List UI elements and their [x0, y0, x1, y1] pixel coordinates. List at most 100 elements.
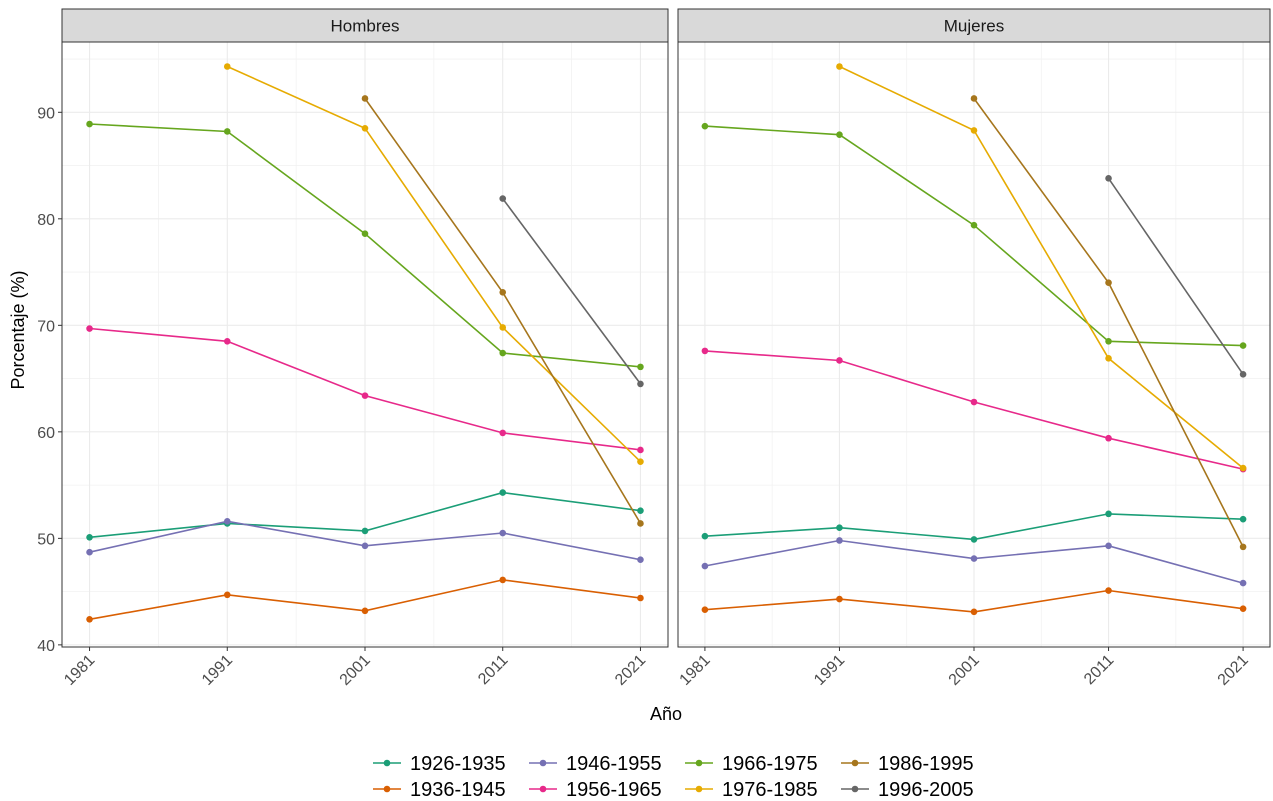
data-point [223, 63, 231, 70]
series-1926-1935 [701, 510, 1247, 543]
data-point [361, 95, 369, 102]
data-point [223, 518, 231, 525]
data-point [836, 524, 843, 532]
series-1986-1995 [970, 95, 1247, 551]
data-point [970, 608, 978, 616]
data-point [361, 392, 369, 399]
x-tick-label: 2001 [946, 652, 983, 689]
data-point [970, 221, 978, 229]
data-point [836, 63, 843, 70]
panel-mujeres: Mujeres 1981 1991 2001 2011 2021 [677, 8, 1271, 689]
data-point [970, 555, 978, 562]
data-point [970, 127, 978, 134]
series-1926-1935 [86, 489, 644, 541]
data-point [361, 124, 369, 132]
data-point [970, 536, 978, 543]
series-1946-1955 [701, 537, 1247, 587]
y-tick-label: 60 [37, 425, 55, 442]
legend-item-1926-1935: 1926-1935 [373, 753, 506, 775]
data-point [1239, 464, 1247, 472]
data-point [637, 556, 644, 563]
x-tick-label: 2011 [1081, 652, 1117, 688]
data-point [1239, 579, 1247, 587]
legend-item-1996-2005: 1996-2005 [841, 779, 974, 801]
data-point [836, 131, 843, 138]
data-point [86, 616, 93, 623]
data-point [1105, 587, 1112, 594]
x-tick-label: 2021 [612, 652, 649, 689]
data-point [223, 591, 231, 599]
legend-label: 1996-2005 [878, 779, 974, 801]
legend-label: 1956-1965 [566, 779, 662, 801]
panel-strip-label: Mujeres [944, 17, 1004, 36]
panel-hombres: Hombres 40 50 60 70 80 90 1981 1991 2001 2011 2021 [37, 8, 669, 689]
legend-key-point [383, 759, 391, 767]
data-point [499, 289, 507, 296]
panel-strip [61, 8, 669, 43]
legend-item-1956-1965: 1956-1965 [529, 779, 662, 801]
legend-label: 1946-1955 [566, 753, 662, 775]
series-1966-1975 [701, 122, 1247, 349]
data-point [86, 325, 93, 332]
legend-key-point [695, 785, 703, 793]
data-point [1239, 605, 1247, 612]
data-point [1105, 175, 1112, 182]
y-tick-label: 40 [37, 638, 55, 655]
legend-item-1936-1945: 1936-1945 [373, 779, 506, 801]
legend-label: 1926-1935 [410, 753, 506, 775]
data-point [1239, 371, 1247, 378]
x-tick-label: 2001 [337, 652, 374, 689]
series-line [1107, 177, 1244, 375]
series-1946-1955 [86, 518, 644, 563]
data-point [637, 507, 644, 514]
data-point [361, 527, 369, 535]
data-point [499, 195, 507, 202]
data-point [701, 532, 709, 540]
data-point [637, 520, 644, 527]
legend-key-point [695, 759, 703, 767]
data-point [1239, 543, 1247, 551]
data-point [701, 122, 709, 130]
series-1936-1945 [86, 576, 644, 623]
legend-key-point [539, 759, 547, 767]
data-point [637, 458, 644, 465]
series-line [502, 198, 642, 385]
legend-key-point [383, 785, 391, 793]
data-point [836, 357, 843, 364]
legend-label: 1936-1945 [410, 779, 506, 801]
series-1996-2005 [1105, 175, 1247, 378]
data-point [499, 529, 507, 537]
y-tick-label: 70 [37, 318, 55, 335]
x-tick-label: 1991 [199, 652, 236, 689]
data-point [1105, 338, 1112, 345]
x-tick-label: 1991 [811, 652, 848, 689]
data-point [637, 363, 644, 371]
data-point [1239, 515, 1247, 523]
series-1936-1945 [701, 587, 1247, 616]
data-point [1105, 542, 1112, 550]
data-point [1239, 342, 1247, 349]
legend-key-point [851, 759, 859, 767]
data-point [223, 338, 231, 345]
data-point [361, 542, 369, 550]
data-point [836, 595, 843, 603]
data-point [86, 120, 93, 128]
x-tick-label: 2011 [475, 652, 511, 688]
data-point [1105, 434, 1112, 442]
legend-item-1966-1975: 1966-1975 [685, 753, 818, 775]
data-point [970, 95, 978, 102]
data-point [86, 533, 93, 541]
x-tick-label: 1981 [61, 652, 98, 689]
series-1956-1965 [86, 325, 644, 454]
series-1976-1985 [223, 63, 644, 465]
data-point [637, 594, 644, 602]
panel-strip-label: Hombres [331, 17, 400, 36]
y-tick-label: 90 [37, 105, 55, 122]
data-point [86, 548, 93, 556]
x-axis-title: Año [650, 704, 682, 724]
data-point [836, 537, 843, 544]
legend-key-point [539, 785, 547, 793]
data-point [637, 446, 644, 454]
